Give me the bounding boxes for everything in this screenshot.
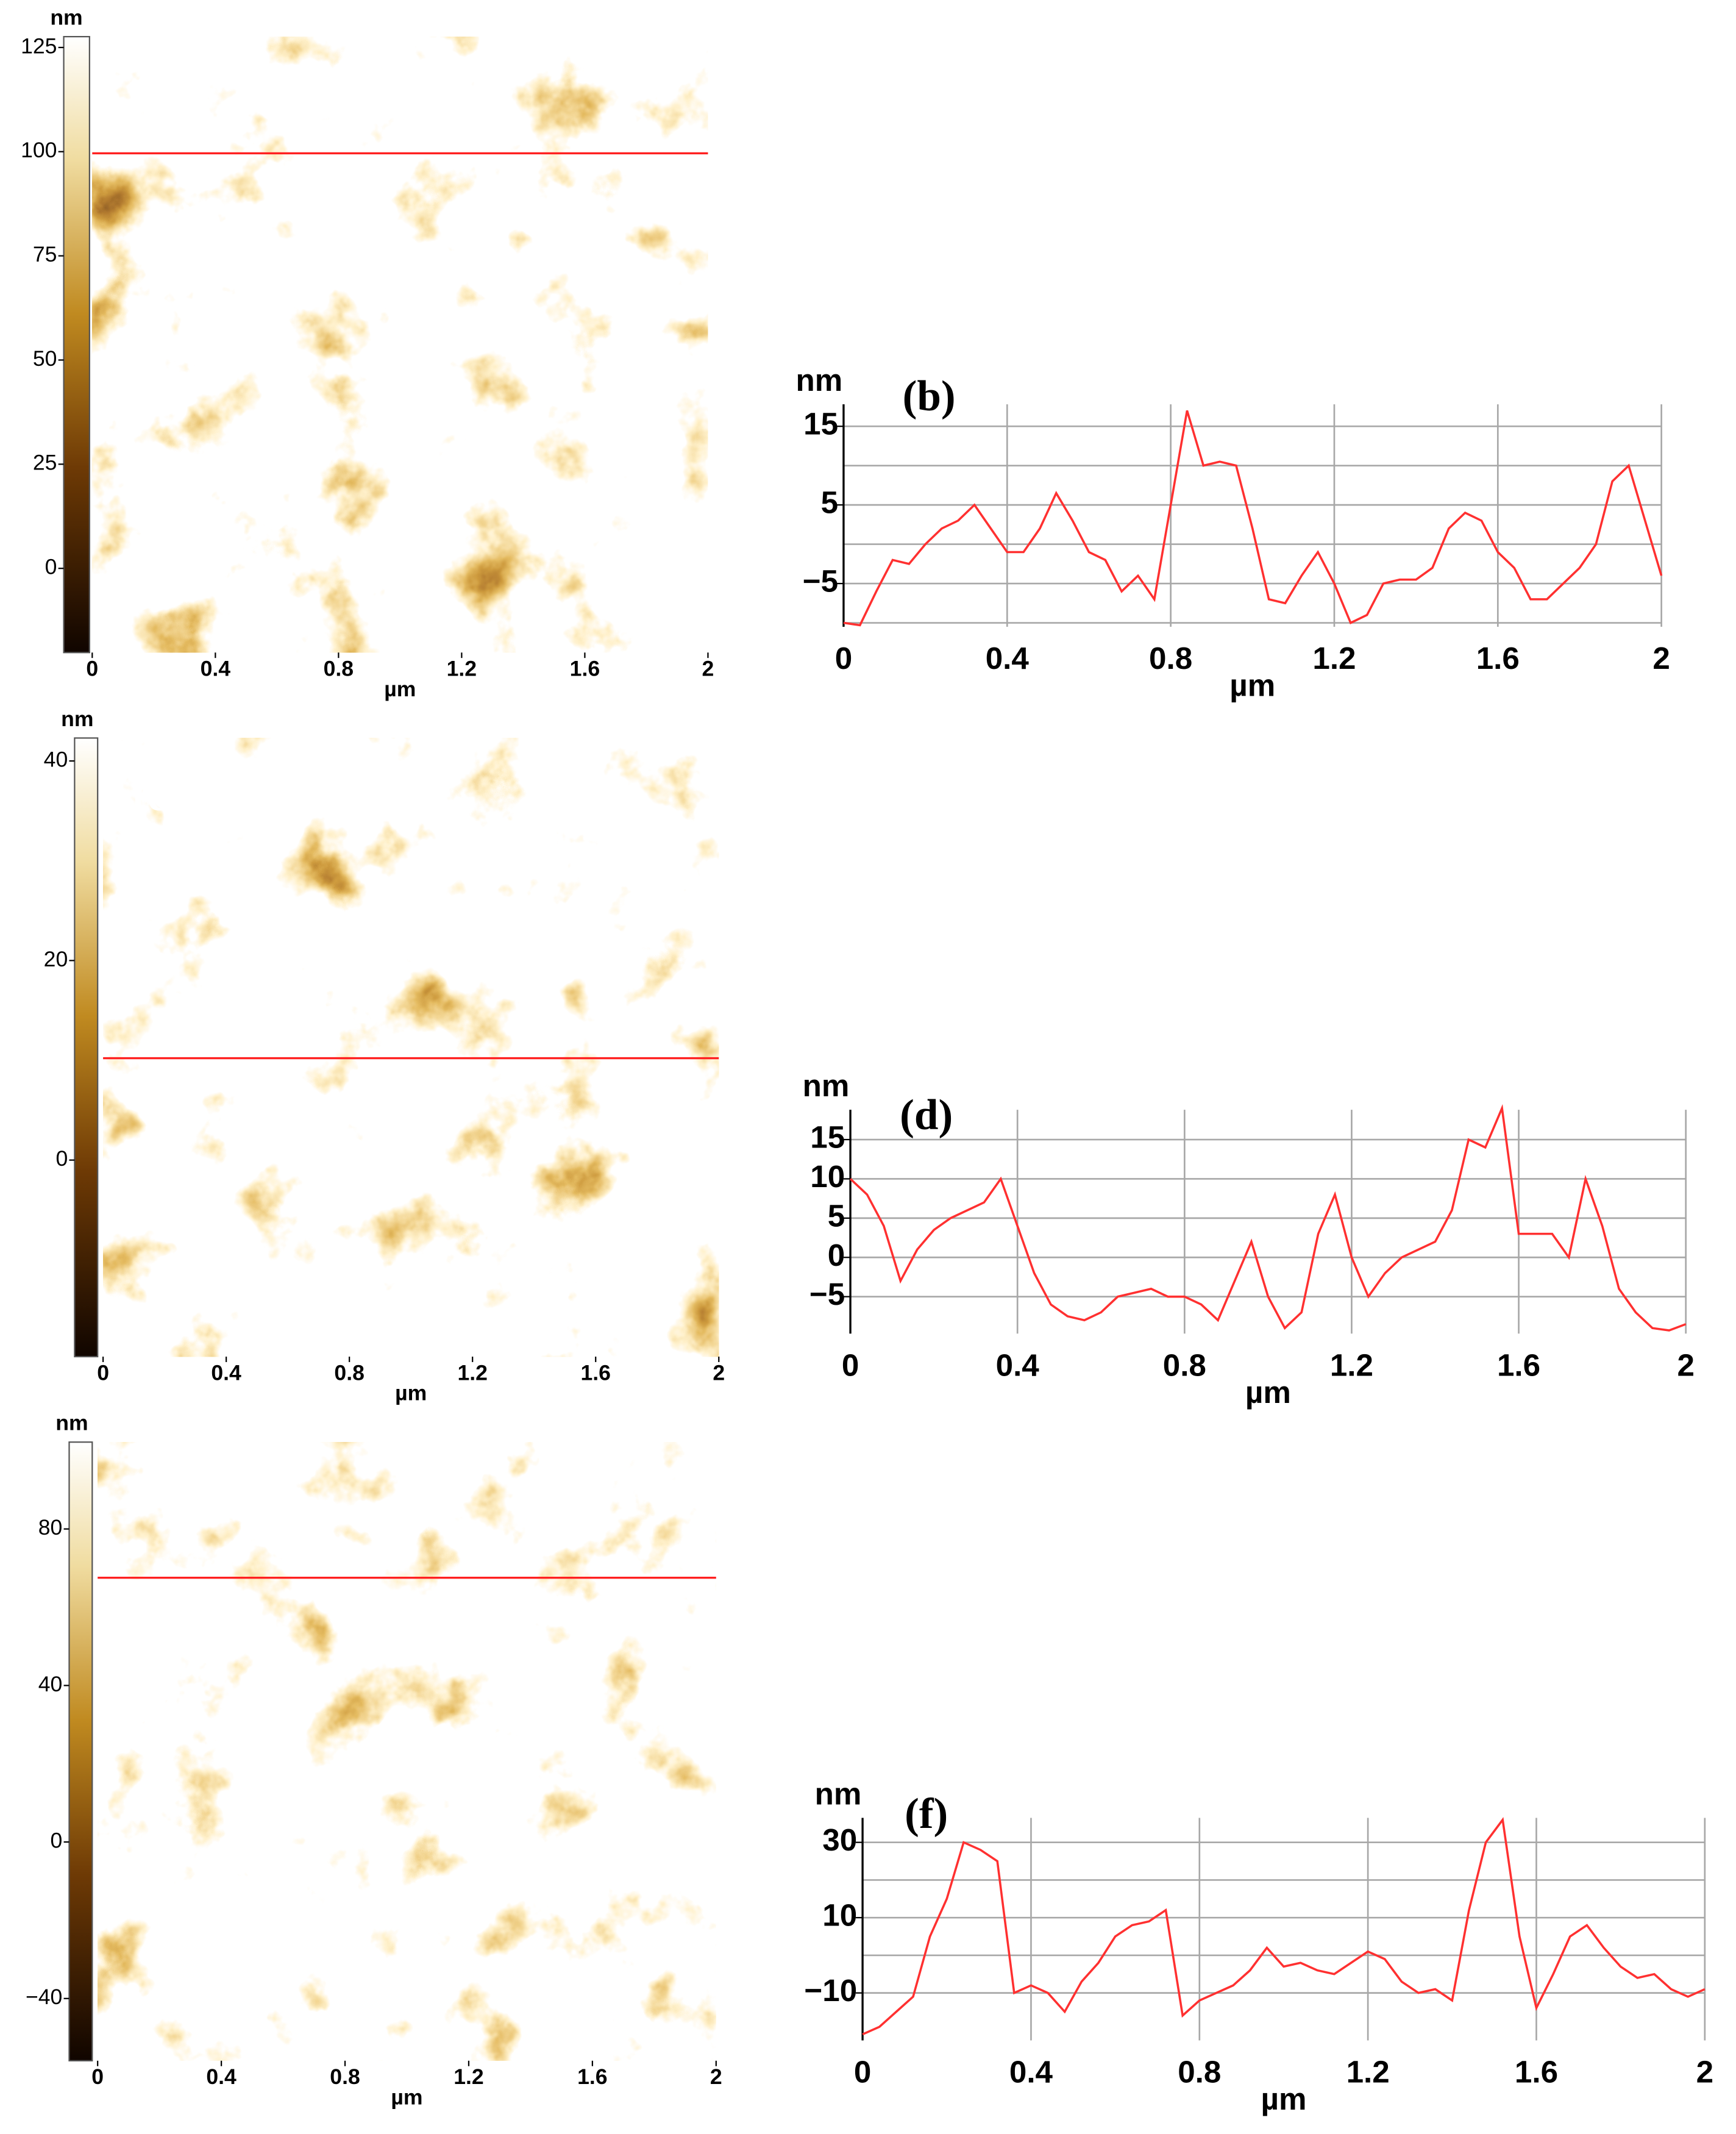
x-axis-label: µm bbox=[1245, 1375, 1291, 1410]
x-tick-label: 1.6 bbox=[1476, 641, 1520, 676]
y-tick-label: −5 bbox=[809, 1277, 845, 1311]
x-tick-label: 1.2 bbox=[1330, 1347, 1373, 1382]
colorbar bbox=[74, 737, 99, 1358]
x-tick-label: 1.6 bbox=[1497, 1347, 1540, 1382]
panel-label: (b) bbox=[903, 373, 956, 420]
colorbar bbox=[63, 35, 90, 654]
x-tick-label: 0.4 bbox=[986, 641, 1030, 676]
colorbar-tick-label: 20 bbox=[44, 947, 68, 971]
y-tick-label: 30 bbox=[822, 1822, 857, 1857]
colorbar-tick-label: 0 bbox=[55, 1146, 68, 1171]
y-tick-label: 5 bbox=[821, 485, 838, 520]
profile-curve bbox=[862, 1817, 1706, 2036]
x-tick-label: 0 bbox=[835, 641, 852, 676]
x-axis-label: µm bbox=[391, 2085, 422, 2110]
colorbar-unit: nm bbox=[50, 5, 82, 30]
x-tick-label: 1.6 bbox=[1515, 2055, 1558, 2089]
x-tick-label: 1.2 bbox=[457, 1360, 487, 1385]
colorbar-tick-label: 50 bbox=[33, 346, 57, 371]
colorbar-tick-label: 25 bbox=[33, 451, 57, 475]
colorbar-tick-label: 125 bbox=[21, 34, 57, 58]
x-tick-label: 0.8 bbox=[1149, 641, 1192, 676]
afm-image bbox=[98, 1442, 716, 2061]
x-tick-label: 0 bbox=[854, 2055, 871, 2089]
x-axis-label: µm bbox=[1229, 668, 1275, 703]
x-tick-label: 0.8 bbox=[324, 657, 354, 681]
x-tick-label: 1.2 bbox=[1312, 641, 1356, 676]
colorbar-tick-label: 0 bbox=[51, 1828, 63, 1852]
y-tick-label: −10 bbox=[804, 1973, 857, 2008]
y-axis-unit: nm bbox=[815, 1776, 862, 1811]
x-axis-label: µm bbox=[395, 1381, 427, 1405]
panel-label: (d) bbox=[900, 1091, 953, 1139]
x-tick-label: 0.8 bbox=[330, 2064, 360, 2089]
colorbar-unit: nm bbox=[55, 1411, 88, 1435]
panel-label: (c) bbox=[133, 773, 182, 820]
y-tick-label: 15 bbox=[803, 407, 838, 441]
colorbar-tick-label: 40 bbox=[44, 747, 68, 771]
panel-label: (a) bbox=[135, 65, 185, 112]
panel-label: (e) bbox=[133, 1469, 182, 1516]
afm-image bbox=[92, 37, 708, 653]
profile-curve bbox=[843, 410, 1663, 627]
y-tick-label: 10 bbox=[822, 1898, 857, 1933]
x-tick-label: 2 bbox=[1696, 2055, 1713, 2089]
x-axis-label: µm bbox=[384, 677, 416, 701]
y-axis-unit: nm bbox=[803, 1068, 850, 1103]
x-tick-label: 2 bbox=[1652, 641, 1670, 676]
x-tick-label: 1.2 bbox=[454, 2064, 483, 2089]
y-axis-unit: nm bbox=[796, 363, 843, 398]
x-tick-label: 0.8 bbox=[1178, 2055, 1221, 2089]
x-tick-label: 0.4 bbox=[201, 657, 231, 681]
colorbar bbox=[68, 1441, 93, 2061]
colorbar-tick-label: 100 bbox=[21, 138, 57, 162]
x-tick-label: 0.8 bbox=[334, 1360, 364, 1385]
x-tick-label: 0 bbox=[842, 1347, 859, 1382]
x-tick-label: 0 bbox=[86, 657, 98, 681]
y-tick-label: 15 bbox=[810, 1120, 845, 1155]
x-tick-label: 0.4 bbox=[996, 1347, 1040, 1382]
x-tick-label: 1.2 bbox=[447, 657, 477, 681]
x-tick-label: 0.4 bbox=[206, 2064, 237, 2089]
y-tick-label: 5 bbox=[828, 1198, 845, 1233]
colorbar-tick-label: 40 bbox=[38, 1672, 63, 1696]
x-tick-label: 2 bbox=[710, 2064, 722, 2089]
x-tick-label: 0.4 bbox=[211, 1360, 241, 1385]
panel-label: (f) bbox=[905, 1790, 948, 1838]
x-tick-label: 1.6 bbox=[580, 1360, 610, 1385]
colorbar-tick-label: −40 bbox=[26, 1985, 62, 2009]
profile-curve bbox=[849, 1104, 1687, 1332]
colorbar-tick-label: 80 bbox=[38, 1515, 63, 1540]
x-tick-label: 2 bbox=[702, 657, 714, 681]
x-tick-label: 1.6 bbox=[577, 2064, 607, 2089]
x-tick-label: 0.4 bbox=[1009, 2055, 1053, 2089]
x-tick-label: 0 bbox=[97, 1360, 109, 1385]
x-axis-label: µm bbox=[1261, 2082, 1306, 2116]
colorbar-unit: nm bbox=[61, 707, 93, 731]
x-tick-label: 1.2 bbox=[1346, 2055, 1390, 2089]
x-tick-label: 0.8 bbox=[1163, 1347, 1206, 1382]
x-tick-label: 0 bbox=[91, 2064, 104, 2089]
x-tick-label: 1.6 bbox=[570, 657, 600, 681]
colorbar-tick-label: 75 bbox=[33, 242, 57, 266]
y-tick-label: −5 bbox=[803, 564, 838, 599]
x-tick-label: 2 bbox=[713, 1360, 725, 1385]
x-tick-label: 2 bbox=[1677, 1347, 1694, 1382]
afm-image bbox=[103, 738, 719, 1357]
colorbar-tick-label: 0 bbox=[45, 555, 57, 579]
y-tick-label: 10 bbox=[810, 1159, 845, 1194]
y-tick-label: 0 bbox=[828, 1238, 845, 1272]
